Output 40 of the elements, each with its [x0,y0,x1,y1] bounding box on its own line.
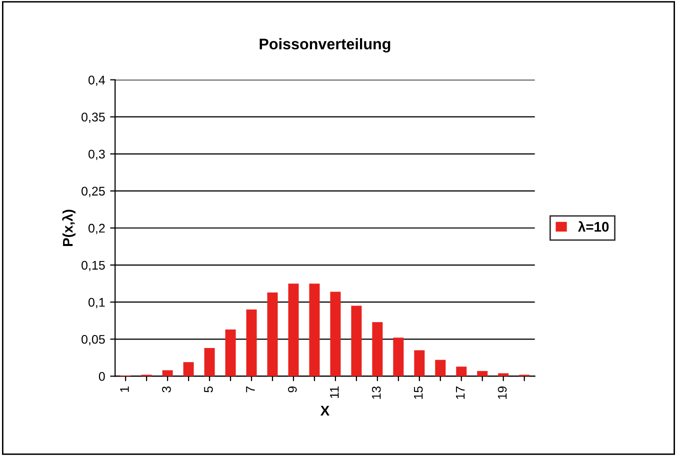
x-tick-label: 15 [414,386,423,399]
x-tick-label: 3 [162,386,171,392]
bar [435,360,446,376]
y-tick-label: 0,05 [82,334,105,346]
bar [372,322,383,376]
bar [246,310,257,376]
x-tick-label: 7 [246,386,255,392]
bar [162,370,173,376]
x-tick-label: 11 [330,386,339,398]
bar [183,362,194,376]
x-tick-label: 1 [120,386,129,392]
y-tick-label: 0,25 [82,186,105,198]
y-axis-title: P(x,λ) [62,210,76,246]
bar [204,348,215,376]
chart-title: Poissonverteilung [260,38,390,52]
x-tick-label: 17 [456,386,465,399]
y-tick-label: 0,3 [88,150,105,160]
y-tick-label: 0 [98,372,105,381]
bar [309,284,320,376]
bar [225,330,236,376]
y-tick-label: 0,35 [82,112,105,123]
x-tick-label: 13 [372,386,381,399]
x-tick-label: 9 [288,386,297,392]
y-tick-label: 0,1 [88,298,105,308]
bar [456,366,467,376]
y-tick-label: 0,4 [88,76,106,86]
bar [267,292,278,376]
bar [477,371,488,376]
bar [351,306,362,376]
bar [498,373,509,376]
bar [393,338,404,376]
y-tick-label: 0,2 [88,224,105,234]
x-axis-title: X [320,406,330,416]
legend-label: λ=10 [578,221,609,232]
bar [288,284,299,376]
bar [330,292,341,376]
bar [414,350,425,376]
y-tick-label: 0,15 [82,260,105,272]
x-tick-label: 5 [204,386,213,392]
x-tick-label: 19 [498,386,507,399]
